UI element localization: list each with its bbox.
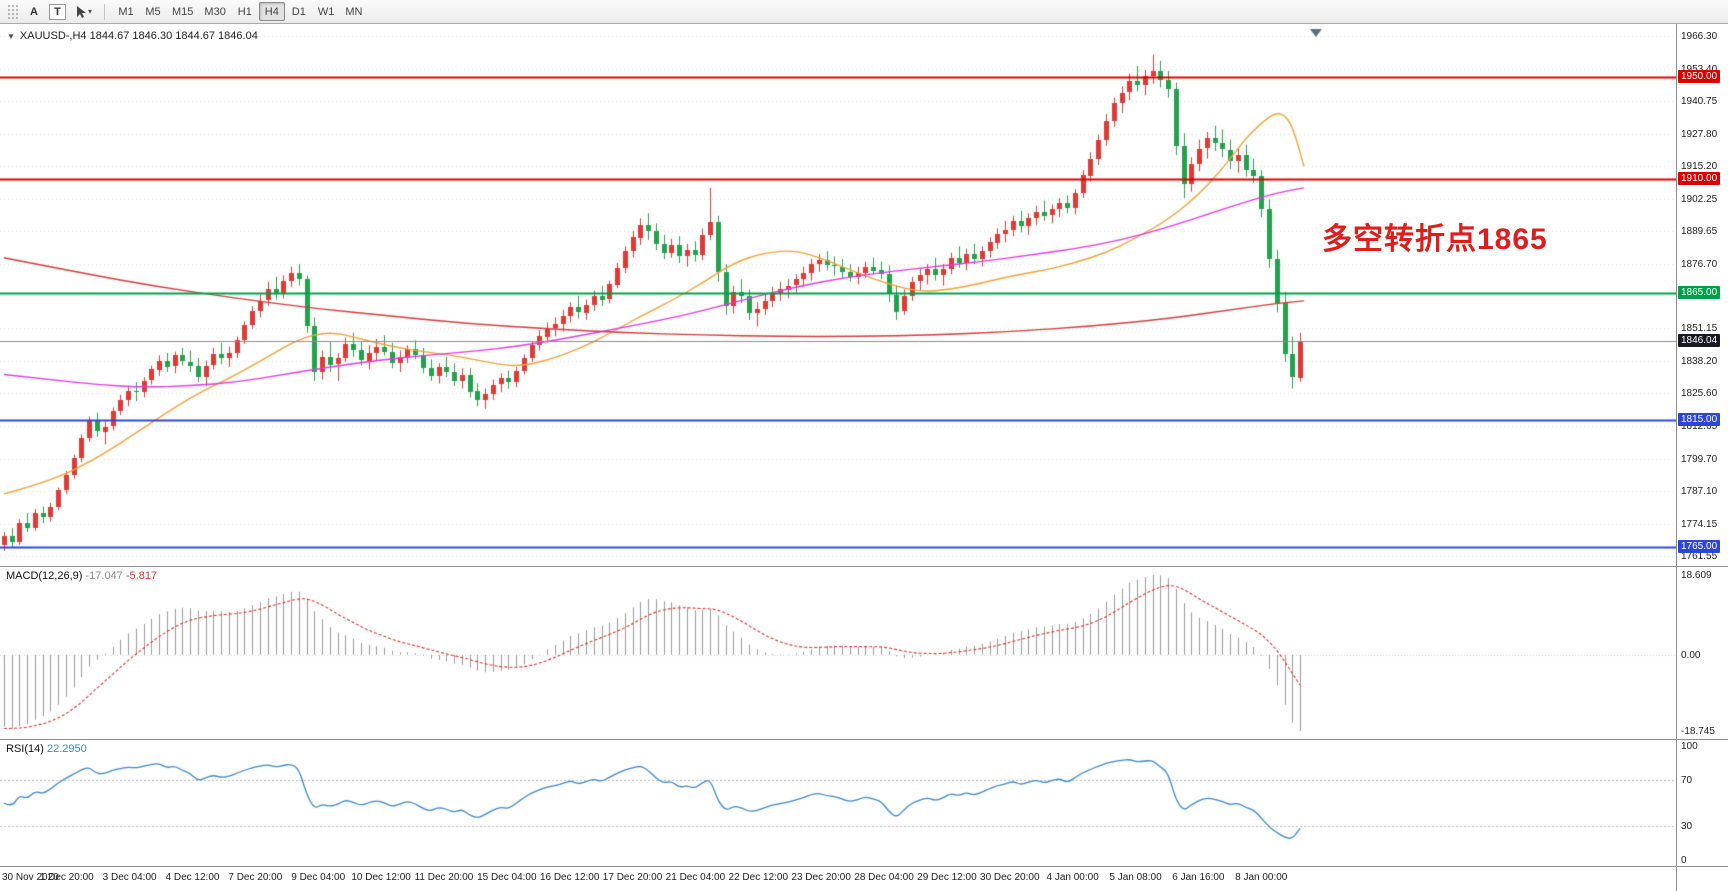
macd-axis-label: 18.609 <box>1681 570 1712 581</box>
macd-signal-value: -5.817 <box>125 570 158 582</box>
time-axis-label: 17 Dec 20:00 <box>602 872 663 883</box>
symbol-ohlc-text: XAUUSD-,H4 1844.67 1846.30 1844.67 1846.… <box>19 30 258 42</box>
top-toolbar: A T ▾ M1 M5 M15 M30 H1 H4 D1 W1 MN <box>0 0 1728 24</box>
time-axis-label: 15 Dec 04:00 <box>477 872 537 883</box>
panel-divider-bottom <box>0 866 1728 867</box>
cursor-tool-button[interactable]: ▾ <box>71 2 96 21</box>
panel-divider-rsi[interactable] <box>0 739 1728 740</box>
rsi-indicator-label: RSI(14) 22.2950 <box>6 743 87 755</box>
timeframe-h4-button[interactable]: H4 <box>258 2 285 21</box>
time-axis-label: 4 Dec 12:00 <box>165 872 220 883</box>
price-badge-1910.00: 1910.00 <box>1678 171 1721 185</box>
price-axis-label: 1774.15 <box>1681 519 1718 530</box>
time-axis-label: 7 Dec 20:00 <box>228 872 283 883</box>
chart-area: ▼ XAUUSD-,H4 1844.67 1846.30 1844.67 184… <box>0 24 1728 891</box>
macd-axis-label: -18.745 <box>1681 726 1715 737</box>
rsi-axis-label: 0 <box>1681 855 1687 866</box>
price-axis-label: 1876.70 <box>1681 258 1718 270</box>
rsi-value: 22.2950 <box>46 743 87 755</box>
price-badge-1846.04: 1846.04 <box>1678 334 1721 348</box>
price-badge-1765.00: 1765.00 <box>1678 540 1721 554</box>
dots-grid-icon <box>7 5 18 19</box>
time-axis-label: 23 Dec 20:00 <box>791 872 851 883</box>
timeframe-h1-button[interactable]: H1 <box>237 5 252 18</box>
price-axis-label: 1838.20 <box>1681 356 1718 368</box>
time-axis-label: 28 Dec 04:00 <box>854 872 914 883</box>
price-badge-1815.00: 1815.00 <box>1678 413 1721 427</box>
timeframe-mn-button[interactable]: MN <box>345 5 363 18</box>
rsi-title: RSI(14) <box>6 743 44 755</box>
toolbar-separator <box>104 3 106 20</box>
price-axis-label: 1761.55 <box>1681 551 1718 562</box>
price-badge-1865.00: 1865.00 <box>1678 286 1721 300</box>
macd-axis-label: 0.00 <box>1681 649 1701 661</box>
timeframe-group: M1 M5 M15 M30 H1 H4 D1 W1 MN <box>113 2 367 21</box>
time-axis-label: 21 Dec 04:00 <box>665 872 726 883</box>
rsi-axis-label: 30 <box>1681 820 1693 832</box>
chevron-down-icon: ▾ <box>88 7 93 16</box>
chart-annotation-text: 多空转折点1865 <box>1322 223 1548 256</box>
price-chart-canvas[interactable] <box>0 24 1676 566</box>
time-axis-label: 9 Dec 04:00 <box>291 872 346 883</box>
macd-title: MACD(12,26,9) <box>6 570 83 582</box>
time-axis-label: 22 Dec 12:00 <box>728 872 789 883</box>
symbol-ohlc-label: ▼ XAUUSD-,H4 1844.67 1846.30 1844.67 184… <box>7 30 258 42</box>
timeframe-m5-button[interactable]: M5 <box>145 5 161 18</box>
timeframe-m30-button[interactable]: M30 <box>204 5 226 18</box>
price-axis-label: 1953.40 <box>1681 63 1718 75</box>
time-axis-label: 29 Dec 12:00 <box>917 872 977 883</box>
time-axis-label: 11 Dec 20:00 <box>414 872 474 883</box>
time-axis-label: 8 Jan 00:00 <box>1235 872 1288 883</box>
time-axis-label: 4 Jan 00:00 <box>1046 872 1099 883</box>
time-axis-label: 6 Jan 16:00 <box>1172 872 1225 883</box>
rsi-panel-canvas[interactable] <box>0 740 1676 866</box>
price-axis-label: 1787.10 <box>1681 486 1718 498</box>
macd-main-value: -17.047 <box>85 570 123 582</box>
collapse-triangle-icon[interactable]: ▼ <box>7 31 15 41</box>
price-axis-label: 1825.60 <box>1681 388 1718 400</box>
time-axis-label: 10 Dec 12:00 <box>351 872 411 883</box>
rsi-axis-label: 100 <box>1681 741 1698 752</box>
time-axis-label: 30 Nov 2020 <box>2 872 59 883</box>
time-axis[interactable]: 30 Nov 2020 1 Dec 20:00 3 Dec 04:00 4 Dec 1… <box>0 867 1676 891</box>
time-axis-label: 3 Dec 04:00 <box>102 872 157 883</box>
price-axis-label: 1940.75 <box>1681 95 1718 107</box>
macd-indicator-label: MACD(12,26,9) -17.047 -5.817 <box>6 570 157 582</box>
timeframe-m1-button[interactable]: M1 <box>118 5 134 18</box>
cursor-arrow-icon <box>77 5 86 18</box>
price-axis-label: 1915.20 <box>1681 160 1718 172</box>
text-tool-button[interactable]: T <box>49 3 66 20</box>
timeframe-m15-button[interactable]: M15 <box>172 5 194 18</box>
price-axis-label: 1966.30 <box>1681 31 1718 42</box>
time-axis-label: 1 Dec 20:00 <box>39 872 94 883</box>
price-axis-label: 1812.65 <box>1681 421 1718 433</box>
timeframe-w1-button[interactable]: W1 <box>317 5 335 18</box>
annotation-a-button[interactable]: A <box>30 5 38 18</box>
rsi-axis-label: 70 <box>1681 775 1693 787</box>
time-axis-label: 16 Dec 12:00 <box>539 872 600 883</box>
toolbar-drag-handle-icon[interactable] <box>5 4 21 20</box>
price-axis-label: 1799.70 <box>1681 454 1718 466</box>
time-axis-label: 5 Jan 08:00 <box>1109 872 1162 883</box>
timeframe-d1-button[interactable]: D1 <box>291 5 306 18</box>
price-scale[interactable]: 1966.30 1953.40 1940.75 1927.80 1915.20 1902.… <box>1676 24 1728 891</box>
time-axis-label: 30 Dec 20:00 <box>980 872 1040 883</box>
price-axis-label: 1902.25 <box>1681 193 1718 205</box>
macd-panel-canvas[interactable] <box>0 567 1676 739</box>
price-axis-label: 1927.80 <box>1681 128 1718 140</box>
price-axis-label: 1851.15 <box>1681 323 1718 335</box>
panel-divider-macd[interactable] <box>0 566 1728 567</box>
price-axis-label: 1889.65 <box>1681 225 1718 237</box>
price-badge-1950.00: 1950.00 <box>1678 70 1721 84</box>
